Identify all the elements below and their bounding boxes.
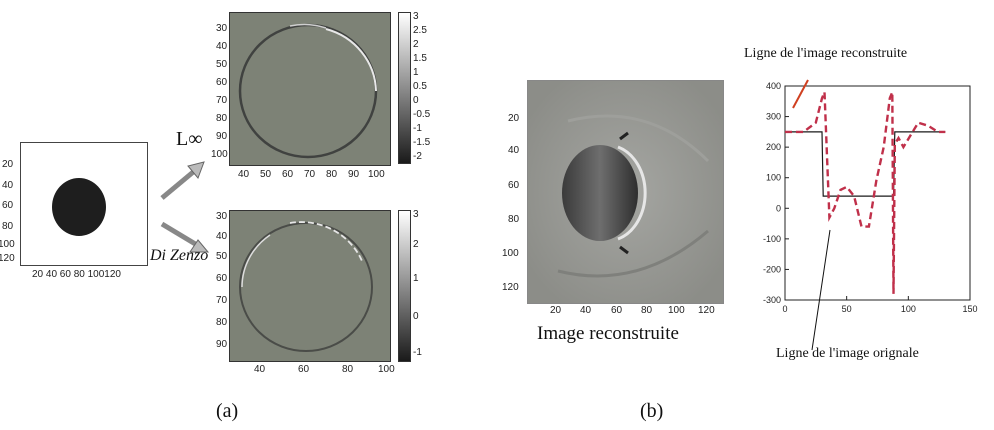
cbar-tick: 1.5 [413,53,427,64]
bottom-ytick: 60 [216,273,228,284]
cbar-tick: -1 [413,347,422,358]
dizenzo-gradient-image [229,210,391,362]
input-ytick: 60 [2,200,14,211]
cbar-tick: 2 [413,39,419,50]
arrow-up-icon [160,161,205,200]
annotation-original: Ligne de l'image orignale [776,346,919,361]
top-ytick: 70 [216,95,228,106]
y-tick-label: 200 [766,142,781,152]
bottom-xtick: 40 [254,364,266,375]
cbar-tick: -0.5 [413,109,431,120]
input-ytick: 80 [2,221,14,232]
cbar-tick: -1 [413,123,422,134]
input-ytick: 20 [2,159,14,170]
cbar-tick: 2.5 [413,25,427,36]
cbar-tick: -2 [413,151,422,162]
top-ytick: 50 [216,59,228,70]
panel-label-a: (a) [216,400,239,422]
bottom-xtick: 60 [298,364,310,375]
recon-ytick: 60 [508,180,520,191]
cbar-tick: 0.5 [413,81,427,92]
top-xtick: 70 [304,169,316,180]
top-xtick: 60 [282,169,294,180]
bottom-xtick: 100 [378,364,395,375]
cbar-tick: 3 [413,209,419,220]
y-tick-label: -100 [763,234,781,244]
x-tick-label: 100 [901,304,916,314]
y-tick-label: 300 [766,112,781,122]
recon-xtick: 20 [550,305,562,316]
recon-xtick: 100 [668,305,685,316]
panel-label-b: (b) [640,400,664,422]
input-ytick: 40 [2,180,14,191]
top-xtick: 50 [260,169,272,180]
top-ytick: 90 [216,131,228,142]
arrow-bottom-label: Di Zenzo [150,247,209,264]
recon-xtick: 120 [698,305,715,316]
top-ytick: 100 [211,149,228,160]
arrow-top-label: L∞ [176,128,203,150]
cbar-tick: 0 [413,311,419,322]
recon-ytick: 120 [502,282,519,293]
y-tick-label: 100 [766,173,781,183]
x-tick-label: 150 [962,304,977,314]
annotation-bottom-leader [811,229,831,351]
cbar-tick: 1 [413,273,419,284]
recon-ytick: 40 [508,145,520,156]
reconstructed-caption: Image reconstruite [537,323,679,344]
y-tick-label: -200 [763,264,781,274]
cbar-tick: 1 [413,67,419,78]
linf-colorbar [398,12,411,164]
input-ytick: 100 [0,239,15,250]
top-xtick: 80 [326,169,338,180]
annotation-reconstructed: Ligne de l'image reconstruite [744,46,908,61]
series-reconstructed-line [785,91,946,294]
cbar-tick: 2 [413,239,419,250]
bottom-ytick: 50 [216,251,228,262]
cbar-tick: 0 [413,95,419,106]
top-xtick: 40 [238,169,250,180]
cbar-tick: -1.5 [413,137,431,148]
recon-xtick: 80 [641,305,653,316]
series-original-line [785,131,946,197]
annotation-top-leader [792,79,809,109]
linf-gradient-image [229,12,391,166]
bottom-ytick: 40 [216,231,228,242]
cbar-tick: 3 [413,11,419,22]
top-ytick: 60 [216,77,228,88]
bottom-ytick: 80 [216,317,228,328]
reconstructed-image [527,80,724,304]
dizenzo-colorbar [398,210,411,362]
bottom-ytick: 30 [216,211,228,222]
bottom-ytick: 90 [216,339,228,350]
plot-series [785,91,946,294]
y-tick-label: 0 [776,203,781,213]
top-ytick: 80 [216,113,228,124]
top-ytick: 40 [216,41,228,52]
x-tick-label: 0 [782,304,787,314]
y-tick-label: 400 [766,81,781,91]
arrows [160,161,210,253]
top-xtick: 90 [348,169,360,180]
bottom-xtick: 80 [342,364,354,375]
y-tick-label: -300 [763,295,781,305]
recon-ytick: 80 [508,214,520,225]
recon-xtick: 40 [580,305,592,316]
recon-ytick: 100 [502,248,519,259]
plot-axes [784,85,971,301]
x-tick-label: 50 [842,304,852,314]
arrow-down-icon [160,221,210,253]
input-disk [52,178,106,236]
recon-ytick: 20 [508,113,520,124]
input-ytick: 120 [0,253,15,264]
input-xticks: 20 40 60 80 100120 [32,269,121,280]
bottom-ytick: 70 [216,295,228,306]
top-ytick: 30 [216,23,228,34]
plot-frame [784,85,971,301]
input-image [20,142,148,266]
top-xtick: 100 [368,169,385,180]
recon-xtick: 60 [611,305,623,316]
